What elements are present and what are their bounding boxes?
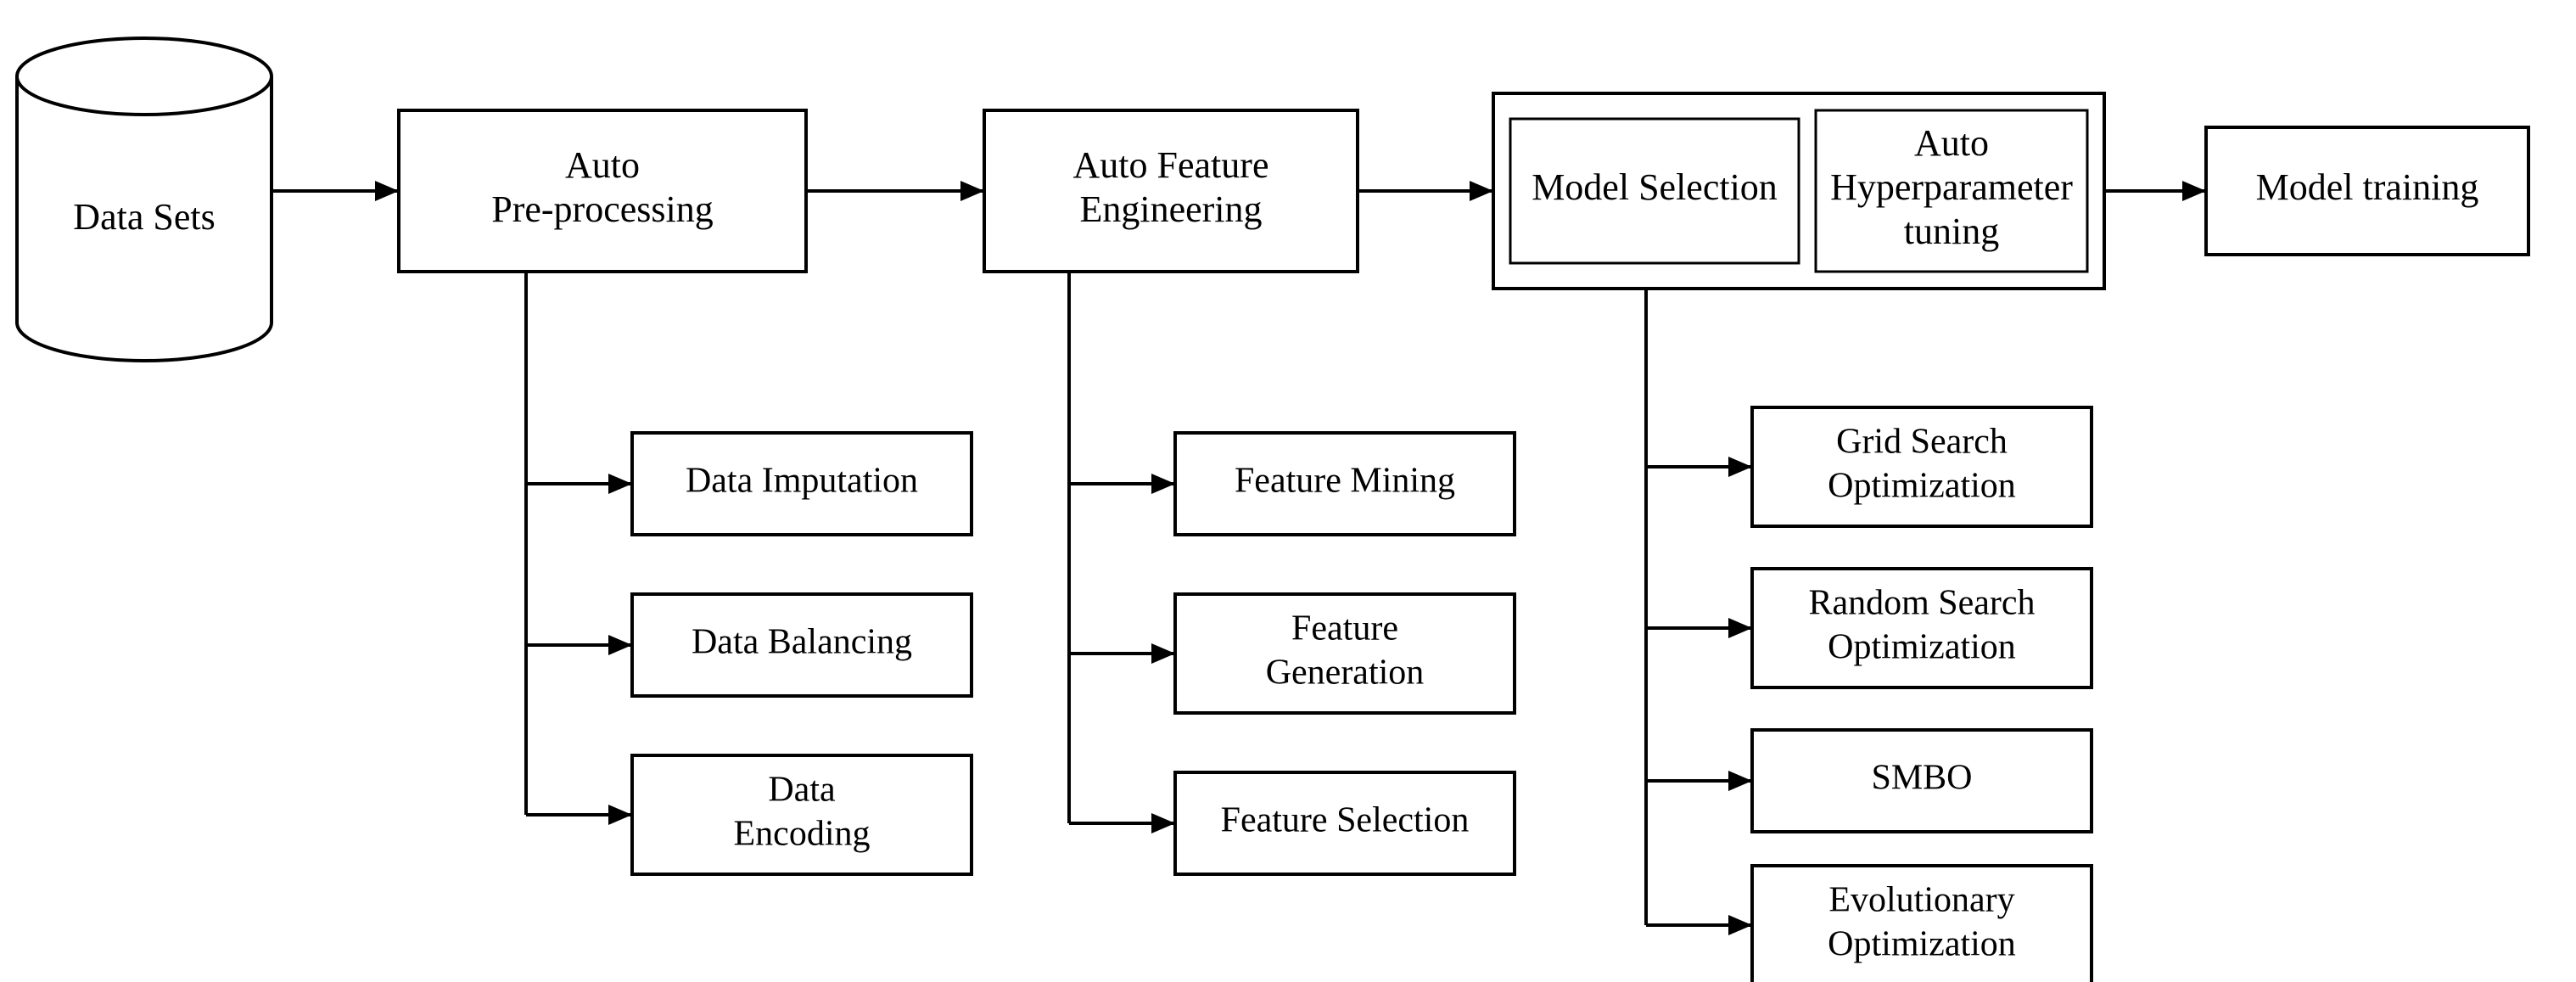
data-encoding-label-line-0: Data xyxy=(768,771,836,810)
data-imputation-label-line-0: Data Imputation xyxy=(686,462,918,501)
data-sets-label: Data Sets xyxy=(73,196,215,238)
auto-hpo-label-line-2: tuning xyxy=(1904,210,1999,252)
data-imputation-label: Data Imputation xyxy=(686,462,918,501)
model-selection-label: Model Selection xyxy=(1532,166,1778,208)
smbo-label-line-0: SMBO xyxy=(1871,759,1972,798)
data-balancing-label-line-0: Data Balancing xyxy=(692,623,912,662)
auto-hpo-label-line-1: Hyperparameter xyxy=(1830,166,2073,208)
feature-selection-label: Feature Selection xyxy=(1221,801,1470,840)
data-sets-cylinder-top xyxy=(17,38,272,115)
feature-mining-label: Feature Mining xyxy=(1235,462,1455,501)
auto-hpo-label-line-0: Auto xyxy=(1914,122,1989,164)
auto-preproc-label-line-0: Auto xyxy=(565,144,640,186)
data-encoding-label-line-1: Encoding xyxy=(734,815,871,854)
feature-generation-label-line-1: Generation xyxy=(1266,654,1425,693)
model-training-label: Model training xyxy=(2256,166,2479,208)
model-selection-label-line-0: Model Selection xyxy=(1532,166,1778,208)
feature-generation-label-line-0: Feature xyxy=(1291,609,1398,648)
evo-opt-label-line-0: Evolutionary xyxy=(1828,881,2014,920)
smbo-label: SMBO xyxy=(1871,759,1972,798)
feature-mining-label-line-0: Feature Mining xyxy=(1235,462,1455,501)
data-balancing-label: Data Balancing xyxy=(692,623,912,662)
random-search-label-line-0: Random Search xyxy=(1808,584,2035,623)
random-search-label-line-1: Optimization xyxy=(1828,628,2016,667)
grid-search-label-line-0: Grid Search xyxy=(1836,423,2008,462)
auto-feat-eng-label-line-1: Engineering xyxy=(1079,188,1262,230)
auto-preproc-label-line-1: Pre-processing xyxy=(491,188,714,230)
feature-selection-label-line-0: Feature Selection xyxy=(1221,801,1470,840)
model-training-label-line-0: Model training xyxy=(2256,166,2479,208)
evo-opt-label-line-1: Optimization xyxy=(1828,925,2016,964)
auto-feat-eng-label-line-0: Auto Feature xyxy=(1073,144,1269,186)
grid-search-label-line-1: Optimization xyxy=(1828,467,2016,506)
